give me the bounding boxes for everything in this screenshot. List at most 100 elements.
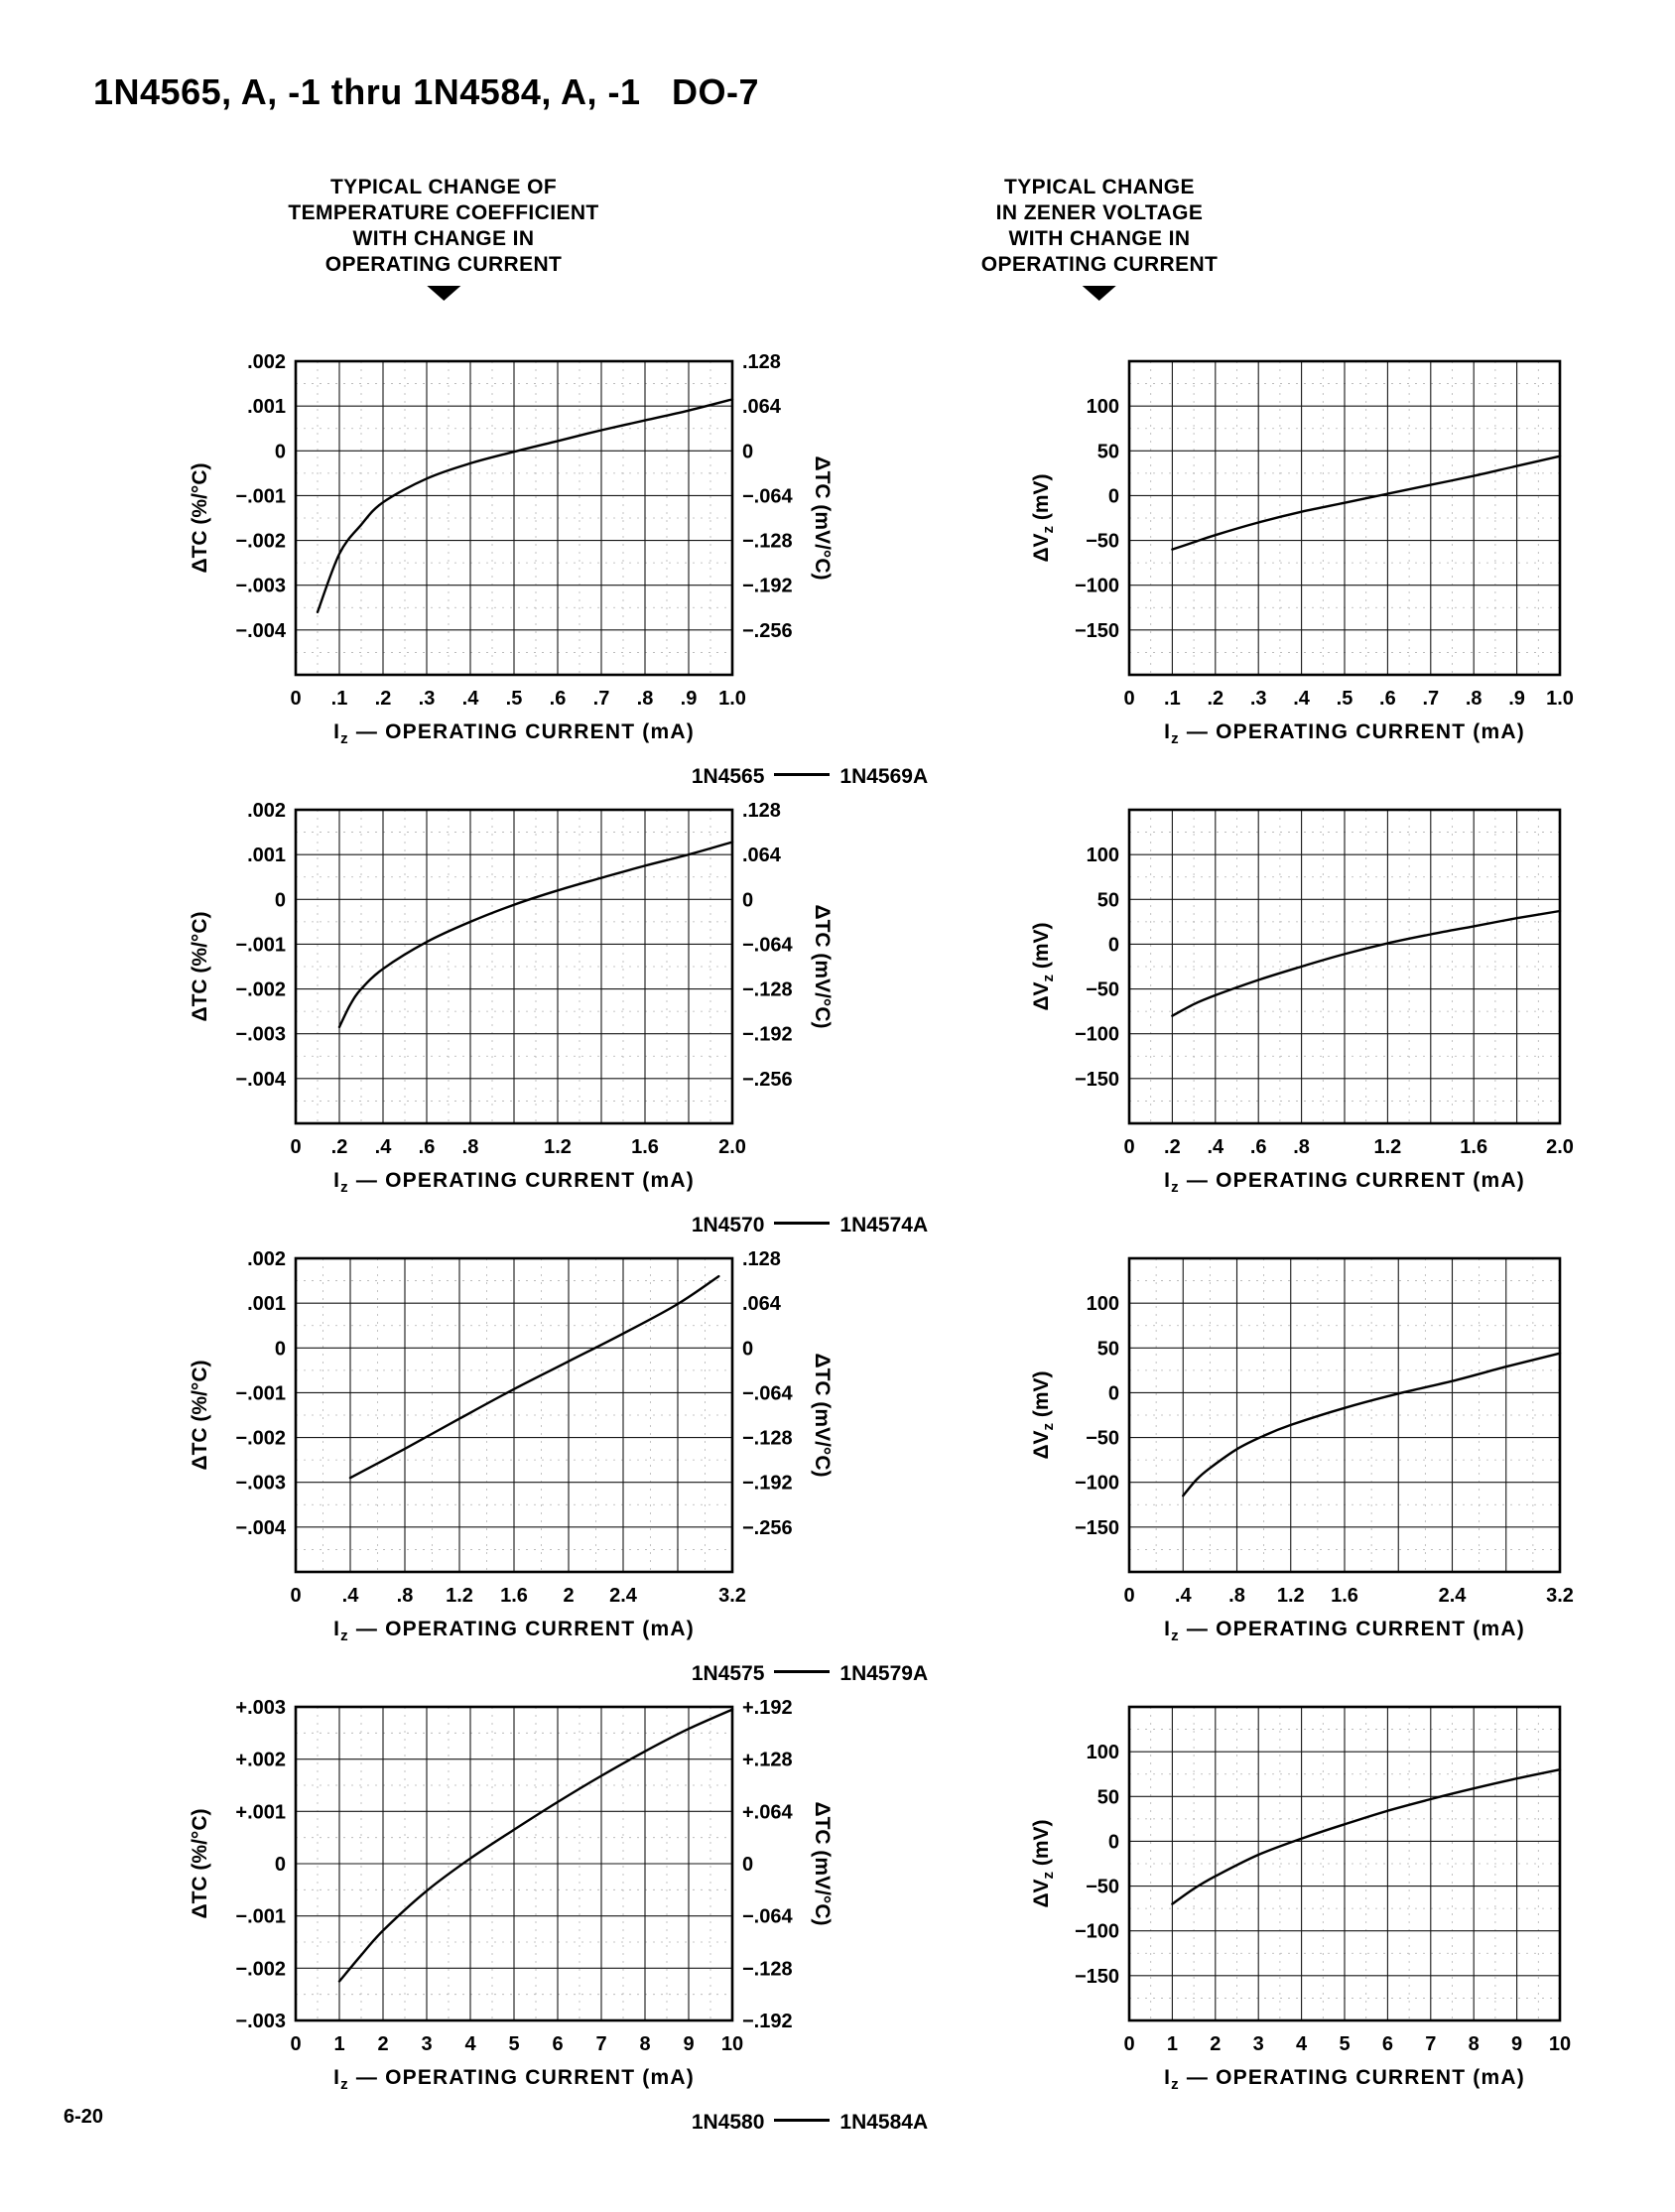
- chart-row-1n4565: .002 .001 0 −.001 −.002 −.003 −.004 .128 .064 0 −.…: [0, 347, 1675, 796]
- axis-titles: Iz — OPERATING CURRENT (mA) ΔVz (mV): [1030, 1370, 1525, 1644]
- svg-text:.8: .8: [462, 1136, 479, 1158]
- svg-text:.002: .002: [247, 800, 286, 822]
- svg-text:1.6: 1.6: [500, 1585, 528, 1607]
- caption-from: 1N4575: [691, 1662, 765, 1685]
- x-axis-title: Iz — OPERATING CURRENT (mA): [1164, 1618, 1525, 1644]
- svg-text:0: 0: [275, 1338, 286, 1360]
- tick-labels: .002 .001 0 −.001 −.002 −.003 −.004 .128 .064 0 −.…: [235, 1248, 793, 1607]
- plot-border: [1127, 359, 1562, 677]
- svg-text:100: 100: [1087, 396, 1119, 418]
- vz-column-header: TYPICAL CHANGE IN ZENER VOLTAGE WITH CHA…: [981, 175, 1219, 302]
- svg-text:−.192: −.192: [742, 576, 793, 597]
- svg-text:.2: .2: [331, 1136, 348, 1158]
- data-curve: [1171, 909, 1562, 1017]
- grid: [295, 1257, 733, 1573]
- svg-text:100: 100: [1087, 1742, 1119, 1763]
- y-axis-title-right: ΔTC (mV/°C): [811, 456, 832, 581]
- svg-text:0: 0: [742, 441, 753, 462]
- series-range-caption: 1N4575 1N4579A: [0, 1661, 1647, 1693]
- svg-text:1.2: 1.2: [544, 1136, 572, 1158]
- svg-text:.6: .6: [419, 1136, 436, 1158]
- svg-text:−.256: −.256: [742, 1069, 793, 1091]
- svg-text:+.002: +.002: [235, 1750, 286, 1771]
- tick-labels: 100 50 0 −50 −100 −150 0 .4 .8 1.2 1.6 2.4 3.2: [1075, 1293, 1574, 1607]
- caption-to: 1N4584A: [839, 2111, 929, 2134]
- svg-text:.1: .1: [331, 688, 348, 710]
- svg-text:+.192: +.192: [742, 1697, 793, 1719]
- svg-text:−.002: −.002: [235, 1958, 286, 1980]
- svg-text:−100: −100: [1075, 1473, 1119, 1495]
- svg-text:−.128: −.128: [742, 979, 793, 1001]
- data-curve: [1182, 1352, 1562, 1497]
- svg-text:.9: .9: [681, 688, 698, 710]
- svg-text:10: 10: [721, 2033, 743, 2055]
- triangle-down-icon: [1083, 286, 1116, 302]
- y-axis-title-right: ΔTC (mV/°C): [811, 905, 832, 1029]
- data-curve: [1171, 455, 1562, 551]
- svg-text:.2: .2: [1207, 688, 1224, 710]
- dash-line: [774, 2119, 831, 2123]
- svg-text:1.2: 1.2: [1277, 1585, 1305, 1607]
- plot-border: [294, 808, 734, 1125]
- y-axis-title-left: ΔTC (%/°C): [189, 1361, 211, 1471]
- svg-text:2.4: 2.4: [1439, 1585, 1468, 1607]
- svg-text:.2: .2: [375, 688, 392, 710]
- data-curve: [337, 841, 734, 1029]
- chart-pair: .002 .001 0 −.001 −.002 −.003 −.004 .128 .064 0 −.…: [0, 1244, 1675, 1661]
- svg-text:0: 0: [1108, 485, 1119, 507]
- svg-text:0: 0: [290, 688, 301, 710]
- svg-text:7: 7: [595, 2033, 606, 2055]
- chart-pair: .002 .001 0 −.001 −.002 −.003 −.004 .128 .064 0 −.…: [0, 347, 1675, 764]
- svg-text:.128: .128: [742, 1248, 781, 1270]
- tick-labels: 100 50 0 −50 −100 −150 0 .1 .2 .3 .4 .5 .6 .7 .8 .9 1.0: [1075, 396, 1574, 710]
- chart-pair: +.003 +.002 +.001 0 −.001 −.002 −.003 +.192 +.12…: [0, 1693, 1675, 2110]
- svg-text:0: 0: [1123, 2033, 1134, 2055]
- svg-text:0: 0: [290, 2033, 301, 2055]
- svg-text:.6: .6: [550, 688, 567, 710]
- caption-from: 1N4580: [691, 2111, 765, 2134]
- svg-text:.002: .002: [247, 351, 286, 373]
- svg-text:5: 5: [508, 2033, 519, 2055]
- caption-to: 1N4569A: [839, 765, 929, 788]
- vz-chart-1n4580: 100 50 0 −50 −100 −150 0 1 2 3 4 5 6 7 8 9 10 Iz — OPERAT…: [1030, 1705, 1571, 2093]
- y-axis-title-left: ΔTC (%/°C): [189, 912, 211, 1022]
- svg-text:9: 9: [683, 2033, 694, 2055]
- tc-header-line: WITH CHANGE IN: [352, 227, 535, 251]
- vz-header-line: TYPICAL CHANGE: [1004, 176, 1195, 198]
- series-range-caption: 1N4570 1N4574A: [0, 1213, 1647, 1244]
- chart-row-1n4570: .002 .001 0 −.001 −.002 −.003 −.004 .128 .064 0 −.…: [0, 796, 1675, 1244]
- svg-text:0: 0: [290, 1585, 301, 1607]
- data-curve: [337, 1708, 734, 1983]
- svg-text:.2: .2: [1164, 1136, 1181, 1158]
- minor-grid: [296, 1258, 732, 1572]
- svg-text:5: 5: [1339, 2033, 1350, 2055]
- x-axis-title: Iz — OPERATING CURRENT (mA): [333, 1618, 695, 1644]
- plot-border: [294, 1256, 734, 1574]
- svg-text:2: 2: [377, 2033, 388, 2055]
- svg-text:−.064: −.064: [742, 1906, 793, 1928]
- svg-text:−150: −150: [1075, 1069, 1119, 1091]
- plot-border: [294, 359, 734, 677]
- dash-line: [774, 1670, 831, 1674]
- svg-text:−.128: −.128: [742, 1428, 793, 1450]
- svg-text:−.002: −.002: [235, 531, 286, 553]
- svg-text:1.6: 1.6: [631, 1136, 659, 1158]
- svg-text:−50: −50: [1086, 1428, 1119, 1450]
- svg-text:3.2: 3.2: [1546, 1585, 1574, 1607]
- svg-text:0: 0: [742, 889, 753, 911]
- series-range-caption: 1N4565 1N4569A: [0, 764, 1647, 796]
- svg-text:.7: .7: [593, 688, 610, 710]
- svg-text:.8: .8: [397, 1585, 414, 1607]
- svg-text:−.002: −.002: [235, 1428, 286, 1450]
- svg-text:−.004: −.004: [235, 1069, 286, 1091]
- svg-text:−.064: −.064: [742, 1382, 793, 1404]
- svg-text:1.0: 1.0: [718, 688, 746, 710]
- chart-rows: .002.001 0 −.001 −.002 −.003 −.004.128.064 0 −.…: [0, 347, 1675, 2142]
- svg-text:2: 2: [563, 1585, 574, 1607]
- svg-text:1.6: 1.6: [1331, 1585, 1358, 1607]
- vz-header-line: WITH CHANGE IN: [1008, 227, 1191, 251]
- svg-text:−.192: −.192: [742, 1024, 793, 1046]
- svg-text:.5: .5: [506, 688, 523, 710]
- vz-header-line: IN ZENER VOLTAGE: [995, 201, 1204, 225]
- x-axis-title: Iz — OPERATING CURRENT (mA): [1164, 1169, 1525, 1196]
